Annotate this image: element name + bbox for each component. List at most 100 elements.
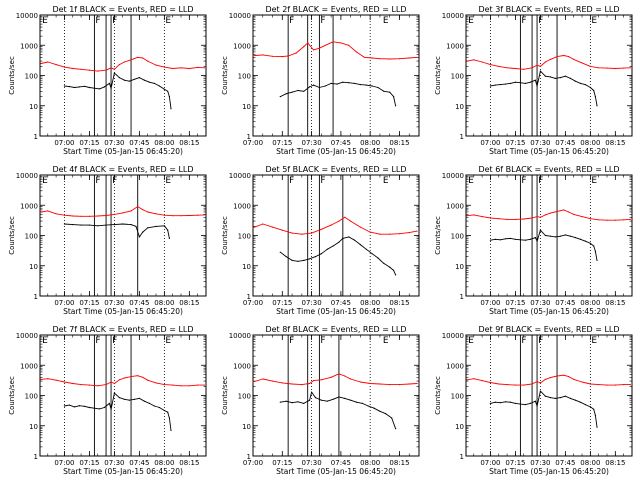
events-point	[559, 235, 562, 237]
events-point	[514, 402, 517, 404]
lld-point	[598, 67, 600, 69]
events-point	[574, 80, 577, 82]
lld-series-line	[41, 375, 205, 387]
events-point	[569, 235, 572, 237]
lld-point	[180, 215, 182, 217]
marker-letter-e: E	[42, 336, 48, 346]
events-point	[291, 402, 293, 404]
events-point	[297, 89, 299, 92]
y-tick-label: 10	[455, 263, 464, 271]
y-tick-label: 1000	[233, 42, 251, 50]
events-point	[155, 225, 157, 227]
marker-letter-e: E	[383, 16, 389, 26]
events-point	[391, 417, 393, 419]
lld-point	[523, 218, 525, 220]
events-point	[539, 229, 542, 231]
events-point	[303, 90, 305, 92]
lld-point	[312, 380, 315, 382]
events-point	[509, 401, 511, 403]
events-point	[499, 402, 501, 404]
lld-point	[466, 60, 468, 62]
events-point	[312, 84, 315, 86]
y-axis-label: Counts/sec	[221, 56, 229, 95]
events-point	[529, 238, 532, 240]
lld-point	[514, 67, 517, 70]
y-tick-label: 1	[34, 453, 38, 461]
events-point	[385, 413, 387, 415]
panel-det-4: Det 4f BLACK = Events, RED = LLD 1 10 100 10…	[8, 165, 207, 316]
lld-point	[80, 384, 82, 386]
lld-point	[97, 70, 99, 72]
events-point	[348, 236, 350, 238]
panel-title: Det 8f BLACK = Events, RED = LLD	[265, 325, 406, 334]
x-tick-label: 08:15	[179, 139, 199, 147]
events-point	[318, 86, 320, 89]
x-tick-label: 08:15	[179, 299, 199, 307]
events-point	[489, 239, 491, 241]
x-tick-label: 08:00	[580, 299, 600, 307]
events-point	[118, 77, 120, 79]
lld-point	[330, 224, 332, 226]
events-point	[559, 77, 562, 79]
events-point	[373, 407, 375, 409]
events-point	[105, 224, 107, 226]
x-tick-label: 07:00	[54, 459, 74, 467]
x-axis-label: Start Time (05-Jan-15 06:45:20)	[276, 147, 396, 156]
events-point	[285, 256, 287, 258]
x-axis-label: Start Time (05-Jan-15 06:45:20)	[489, 307, 609, 316]
events-point	[499, 84, 501, 86]
events-point	[489, 85, 491, 87]
events-point	[536, 85, 538, 87]
lld-point	[506, 384, 508, 386]
events-point	[158, 406, 160, 409]
events-point	[494, 238, 496, 240]
x-tick-label: 07:45	[555, 459, 575, 467]
lld-point	[549, 212, 552, 214]
plot-frame	[39, 14, 207, 137]
lld-point	[355, 51, 358, 53]
events-point	[168, 417, 170, 419]
events-point	[395, 428, 397, 430]
events-series-line	[490, 229, 598, 261]
lld-point	[88, 69, 90, 71]
x-tick-label: 07:15	[272, 139, 292, 147]
x-tick-label: 08:15	[179, 459, 199, 467]
events-point	[68, 404, 70, 406]
events-point	[118, 397, 120, 399]
lld-point	[47, 61, 49, 63]
lld-point	[408, 57, 410, 59]
x-tick-label: 07:00	[480, 459, 500, 467]
events-point	[326, 400, 328, 402]
lld-series-line	[467, 55, 631, 70]
lld-point	[598, 384, 600, 386]
x-tick-label: 07:15	[505, 139, 525, 147]
x-tick-label: 07:15	[272, 459, 292, 467]
lld-point	[105, 384, 107, 386]
lld-point	[197, 384, 199, 386]
lld-point	[416, 230, 418, 232]
events-point	[544, 75, 547, 77]
lld-point	[311, 232, 313, 234]
events-point	[78, 86, 80, 88]
lld-point	[359, 226, 361, 228]
y-tick-label: 10	[455, 423, 464, 431]
events-point	[529, 402, 532, 404]
lld-point	[197, 66, 199, 68]
events-point	[574, 399, 577, 401]
marker-letter-f: F	[521, 336, 526, 346]
x-tick-label: 07:30	[530, 139, 550, 147]
events-point	[163, 409, 165, 412]
lld-point	[614, 67, 616, 70]
lld-point	[369, 382, 371, 385]
lld-point	[581, 62, 583, 64]
lld-point	[338, 373, 340, 375]
lld-point	[379, 58, 381, 60]
y-tick-label: 100	[238, 393, 251, 401]
events-point	[393, 96, 395, 98]
lld-point	[573, 58, 575, 61]
events-point	[123, 398, 125, 400]
marker-letter-e: E	[42, 176, 48, 186]
events-point	[342, 81, 344, 83]
lld-point	[295, 52, 297, 54]
y-tick-label: 1000	[446, 202, 464, 210]
